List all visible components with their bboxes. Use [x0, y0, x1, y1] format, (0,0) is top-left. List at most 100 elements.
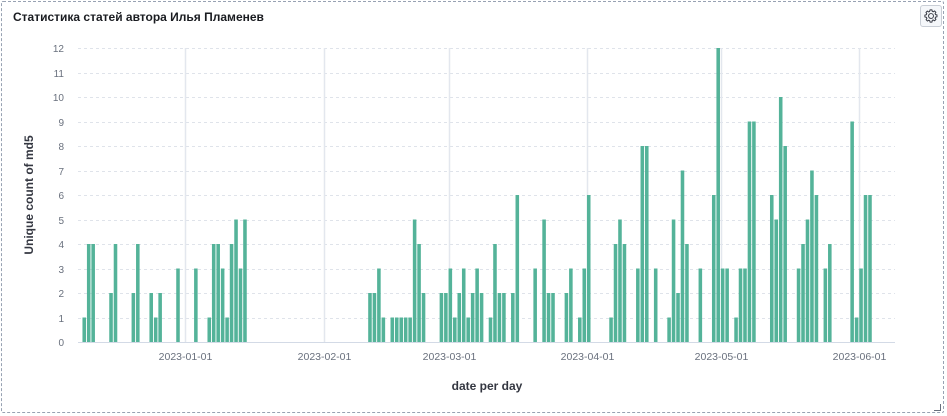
- bar[interactable]: [854, 317, 859, 343]
- bar[interactable]: [738, 268, 743, 343]
- bar[interactable]: [466, 317, 470, 343]
- bar[interactable]: [859, 268, 863, 343]
- bar[interactable]: [685, 244, 689, 342]
- bar[interactable]: [82, 317, 87, 343]
- bar[interactable]: [586, 195, 591, 342]
- bar[interactable]: [399, 317, 403, 343]
- bar[interactable]: [828, 244, 832, 342]
- bar[interactable]: [238, 268, 243, 343]
- bar[interactable]: [734, 317, 738, 343]
- x-tick-label: 2023-02-01: [298, 351, 352, 363]
- bar[interactable]: [91, 244, 95, 342]
- bar[interactable]: [211, 244, 216, 342]
- bar[interactable]: [377, 268, 381, 343]
- bar[interactable]: [381, 317, 386, 343]
- bar[interactable]: [680, 170, 685, 343]
- bar[interactable]: [676, 293, 680, 342]
- bar[interactable]: [671, 219, 676, 343]
- bar[interactable]: [390, 317, 395, 343]
- bar[interactable]: [622, 244, 627, 342]
- bar[interactable]: [863, 195, 868, 342]
- bar[interactable]: [448, 268, 453, 343]
- bar[interactable]: [814, 195, 819, 342]
- bar[interactable]: [868, 195, 872, 342]
- bar[interactable]: [564, 293, 569, 342]
- bar[interactable]: [439, 293, 444, 342]
- bar[interactable]: [551, 293, 555, 342]
- bar[interactable]: [220, 268, 225, 343]
- bar[interactable]: [113, 244, 118, 342]
- bar[interactable]: [412, 219, 417, 343]
- bar[interactable]: [149, 293, 153, 342]
- bar[interactable]: [720, 268, 725, 343]
- bar[interactable]: [368, 293, 372, 342]
- bar[interactable]: [207, 317, 212, 343]
- bar[interactable]: [153, 317, 158, 343]
- bar[interactable]: [716, 48, 720, 342]
- bar[interactable]: [225, 317, 229, 343]
- bar[interactable]: [769, 195, 774, 342]
- bar[interactable]: [774, 219, 779, 343]
- bar[interactable]: [823, 268, 828, 343]
- bar[interactable]: [578, 317, 582, 343]
- bar[interactable]: [725, 268, 729, 343]
- bar[interactable]: [493, 244, 497, 342]
- bar[interactable]: [783, 146, 787, 342]
- bar[interactable]: [403, 317, 408, 343]
- bar[interactable]: [644, 146, 649, 342]
- panel-resize-handle[interactable]: [934, 404, 941, 411]
- bar[interactable]: [488, 317, 493, 343]
- bar[interactable]: [801, 244, 805, 342]
- bar[interactable]: [421, 293, 426, 342]
- bar[interactable]: [542, 219, 546, 343]
- bar[interactable]: [810, 170, 814, 343]
- bar[interactable]: [515, 195, 520, 342]
- bar[interactable]: [752, 121, 756, 343]
- panel-options-button[interactable]: [920, 5, 942, 27]
- bar[interactable]: [408, 317, 412, 343]
- bar[interactable]: [372, 293, 377, 342]
- bar[interactable]: [613, 244, 618, 342]
- bar[interactable]: [747, 121, 752, 343]
- bar[interactable]: [475, 268, 479, 343]
- bar[interactable]: [86, 244, 91, 342]
- bar[interactable]: [636, 268, 640, 343]
- bar[interactable]: [131, 293, 136, 342]
- bar[interactable]: [417, 244, 421, 342]
- bar[interactable]: [778, 97, 783, 342]
- bar[interactable]: [582, 268, 587, 343]
- bar[interactable]: [136, 244, 140, 342]
- bar[interactable]: [711, 195, 716, 342]
- bar[interactable]: [229, 244, 234, 342]
- bar[interactable]: [511, 293, 515, 342]
- bar[interactable]: [546, 293, 551, 342]
- bar[interactable]: [470, 293, 475, 342]
- bar[interactable]: [796, 268, 801, 343]
- bar[interactable]: [194, 268, 198, 343]
- bar[interactable]: [805, 219, 810, 343]
- bar[interactable]: [618, 219, 622, 343]
- bar[interactable]: [176, 268, 180, 343]
- bar[interactable]: [453, 317, 457, 343]
- bar[interactable]: [743, 268, 747, 343]
- bar[interactable]: [640, 146, 645, 342]
- bar[interactable]: [444, 293, 448, 342]
- bar[interactable]: [569, 268, 573, 343]
- bar[interactable]: [243, 219, 247, 343]
- bar[interactable]: [457, 293, 462, 342]
- bar[interactable]: [609, 317, 613, 343]
- bar[interactable]: [479, 293, 484, 342]
- bar[interactable]: [533, 268, 537, 343]
- bar[interactable]: [653, 268, 658, 343]
- bar[interactable]: [667, 317, 671, 343]
- bar[interactable]: [109, 293, 113, 342]
- bar[interactable]: [234, 219, 238, 343]
- bar[interactable]: [850, 121, 854, 343]
- bar[interactable]: [698, 268, 703, 343]
- bar[interactable]: [461, 268, 466, 343]
- bar[interactable]: [158, 293, 162, 342]
- bar[interactable]: [502, 293, 506, 342]
- bar[interactable]: [216, 244, 220, 342]
- bar[interactable]: [394, 317, 399, 343]
- bar[interactable]: [497, 293, 502, 342]
